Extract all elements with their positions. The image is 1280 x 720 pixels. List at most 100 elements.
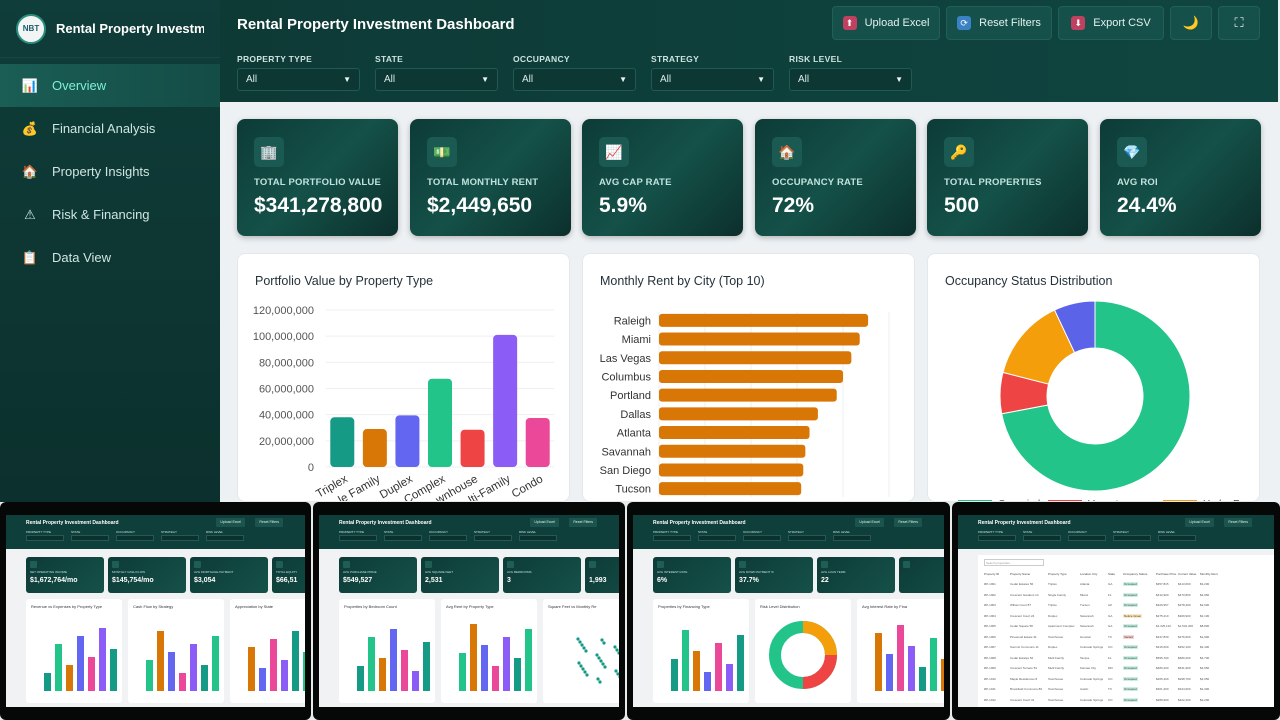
kpi-label: AVG ROI — [1117, 177, 1158, 188]
thumbnail-table-cell: $275,210 — [1156, 613, 1169, 618]
y-tick-label: Raleigh — [614, 315, 651, 327]
thumbnail-table-cell: $265,400 — [1156, 676, 1169, 681]
sidebar-item-property-insights[interactable]: 🏠 Property Insights — [0, 150, 220, 193]
caret-down-icon: ▼ — [481, 75, 489, 84]
kpi-icon — [276, 561, 283, 568]
thumbnail-table-cell: Duplex — [1048, 613, 1058, 618]
thumbnail-bar — [248, 647, 255, 691]
thumbnail-kpi-value: $1,672,764/mo — [30, 577, 78, 584]
thumbnail-table-cell: $680,200 — [1178, 655, 1191, 660]
thumbnail-reset-button: Reset Filters — [894, 518, 922, 527]
bar — [659, 407, 818, 421]
thumbnail-table-cell: RP-1010 — [984, 676, 996, 681]
thumbnail-kpi-label: AVG INTEREST RATE — [657, 570, 688, 574]
thumbnail-search-input: Search properties... — [984, 559, 1044, 566]
thumbnail-filter-select — [71, 535, 109, 541]
thumbnail-bar — [423, 642, 430, 691]
thumbnail-table-cell: Austin — [1080, 687, 1089, 691]
thumbnail-table-cell: Willow Court 87 — [1010, 603, 1032, 607]
thumbnail-bar — [908, 646, 915, 691]
thumbnail-filter-select — [1158, 535, 1196, 541]
fullscreen-icon: ⛶ — [1234, 15, 1244, 30]
thumbnail-table-cell: Apartment Complex — [1048, 624, 1075, 628]
export-csv-button[interactable]: ⬇ Export CSV — [1058, 6, 1164, 40]
thumbnail-filter-label: OCCUPANCY — [429, 530, 448, 534]
thumbnail-filter-label: STRATEGY — [1113, 530, 1129, 534]
legend-label: Vacant — [1088, 499, 1119, 502]
thumbnail-table-cell: $531,900 — [1178, 666, 1191, 670]
thumbnail-point — [584, 649, 588, 653]
filter-label: RISK LEVEL — [789, 54, 843, 64]
thumbnail-table-cell: $276,600 — [1178, 634, 1191, 639]
thumbnail-bar — [470, 624, 477, 691]
theme-toggle-button[interactable]: 🌙 — [1170, 6, 1212, 40]
thumbnail-reset-button: Reset Filters — [569, 518, 597, 527]
thumbnail-bar — [88, 657, 95, 691]
thumbnail-upload-button: Upload Excel — [530, 518, 559, 527]
bar — [428, 378, 452, 467]
thumbnail-table-cell: Pinewood Estate 31 — [1010, 634, 1037, 639]
thumbnail-filter-label: OCCUPANCY — [116, 530, 135, 534]
sidebar-item-risk-financing[interactable]: ⚠ Risk & Financing — [0, 193, 220, 236]
thumbnail-filter-select — [116, 535, 154, 541]
thumbnail-point — [602, 641, 606, 645]
kpi-icon — [194, 561, 201, 568]
thumbnail-bar — [201, 665, 208, 691]
filter-select[interactable]: All ▼ — [375, 68, 498, 91]
thumbnail-header: Rental Property Investment Dashboard Uplo… — [6, 515, 305, 549]
thumbnail-chart-title: Revenue vs Expenses by Property Type — [31, 604, 103, 609]
thumbnail-table-cell: FL — [1108, 592, 1112, 597]
header: Rental Property Investment Dashboard ⬆ U… — [220, 0, 1278, 102]
thumbnail-bar — [292, 631, 299, 691]
thumbnail-bar — [179, 673, 186, 691]
thumbnail-table-cell: Multi Family — [1048, 666, 1065, 670]
bar — [659, 388, 837, 402]
filter-select[interactable]: All ▼ — [237, 68, 360, 91]
kpi-card: 🔑 TOTAL PROPERTIES 500 — [927, 119, 1088, 236]
thumbnail-filter-select — [653, 535, 691, 541]
fullscreen-button[interactable]: ⛶ — [1218, 6, 1260, 40]
thumbnail-filter-label: PROPERTY TYPE — [26, 530, 52, 534]
bar — [330, 417, 355, 467]
thumbnail-chart — [357, 629, 430, 691]
sidebar-item-data-view[interactable]: 📋 Data View — [0, 236, 220, 279]
thumbnail-bar — [525, 629, 532, 691]
sidebar-item-overview[interactable]: 📊 Overview — [0, 64, 220, 107]
clipboard-icon: 📋 — [21, 249, 39, 265]
thumbnail-bar — [270, 639, 277, 691]
thumbnail-table-cell: Colorado Springs — [1080, 697, 1104, 702]
pie-slice — [1053, 300, 1096, 354]
thumbnail-table-cell: $298,700 — [1178, 676, 1191, 681]
bar — [395, 415, 420, 467]
thumbnail-table-cell: $480,200 — [1156, 666, 1169, 670]
thumbnail-table-cell: Occupied — [1123, 676, 1138, 681]
kpi-value: 5.9% — [599, 194, 647, 217]
thumbnail-bar — [190, 644, 197, 691]
thumbnail-table-cell: RP-1001 — [984, 582, 996, 586]
thumbnail-point — [618, 675, 619, 679]
thumbnail-chart-card: Risk Level Distribution — [755, 599, 851, 703]
thumbnail-bar — [682, 630, 689, 691]
legend-label: Under Renovation — [1203, 499, 1260, 502]
y-tick-label: Columbus — [601, 371, 651, 383]
bar — [659, 482, 802, 496]
filter-select[interactable]: All ▼ — [651, 68, 774, 91]
upload-excel-button[interactable]: ⬆ Upload Excel — [832, 6, 940, 40]
y-tick-label: Tucson — [615, 484, 651, 496]
thumbnail-bar — [281, 660, 288, 691]
kpi-label: TOTAL PROPERTIES — [944, 177, 1042, 188]
sidebar-item-financial-analysis[interactable]: 💰 Financial Analysis — [0, 107, 220, 150]
thumbnail-table-cell: Townhouse — [1048, 676, 1064, 681]
thumbnail-bar — [212, 636, 219, 691]
thumbnail-filter-label: STATE — [71, 530, 81, 534]
page-title: Rental Property Investment Dashboard — [237, 16, 515, 33]
reset-filters-button[interactable]: ⟳ Reset Filters — [946, 6, 1052, 40]
sidebar-item-label: Property Insights — [52, 164, 150, 179]
thumbnail-kpi: AVG INTEREST RATE 6% — [653, 557, 731, 593]
thumbnail-bar — [99, 628, 106, 691]
y-tick-label: Atlanta — [617, 428, 652, 440]
thumbnail-table-cell: $3,650 — [1200, 666, 1210, 670]
thumbnail-table-cell: Triplex — [1048, 582, 1057, 586]
filter-select[interactable]: All ▼ — [513, 68, 636, 91]
filter-select[interactable]: All ▼ — [789, 68, 912, 91]
